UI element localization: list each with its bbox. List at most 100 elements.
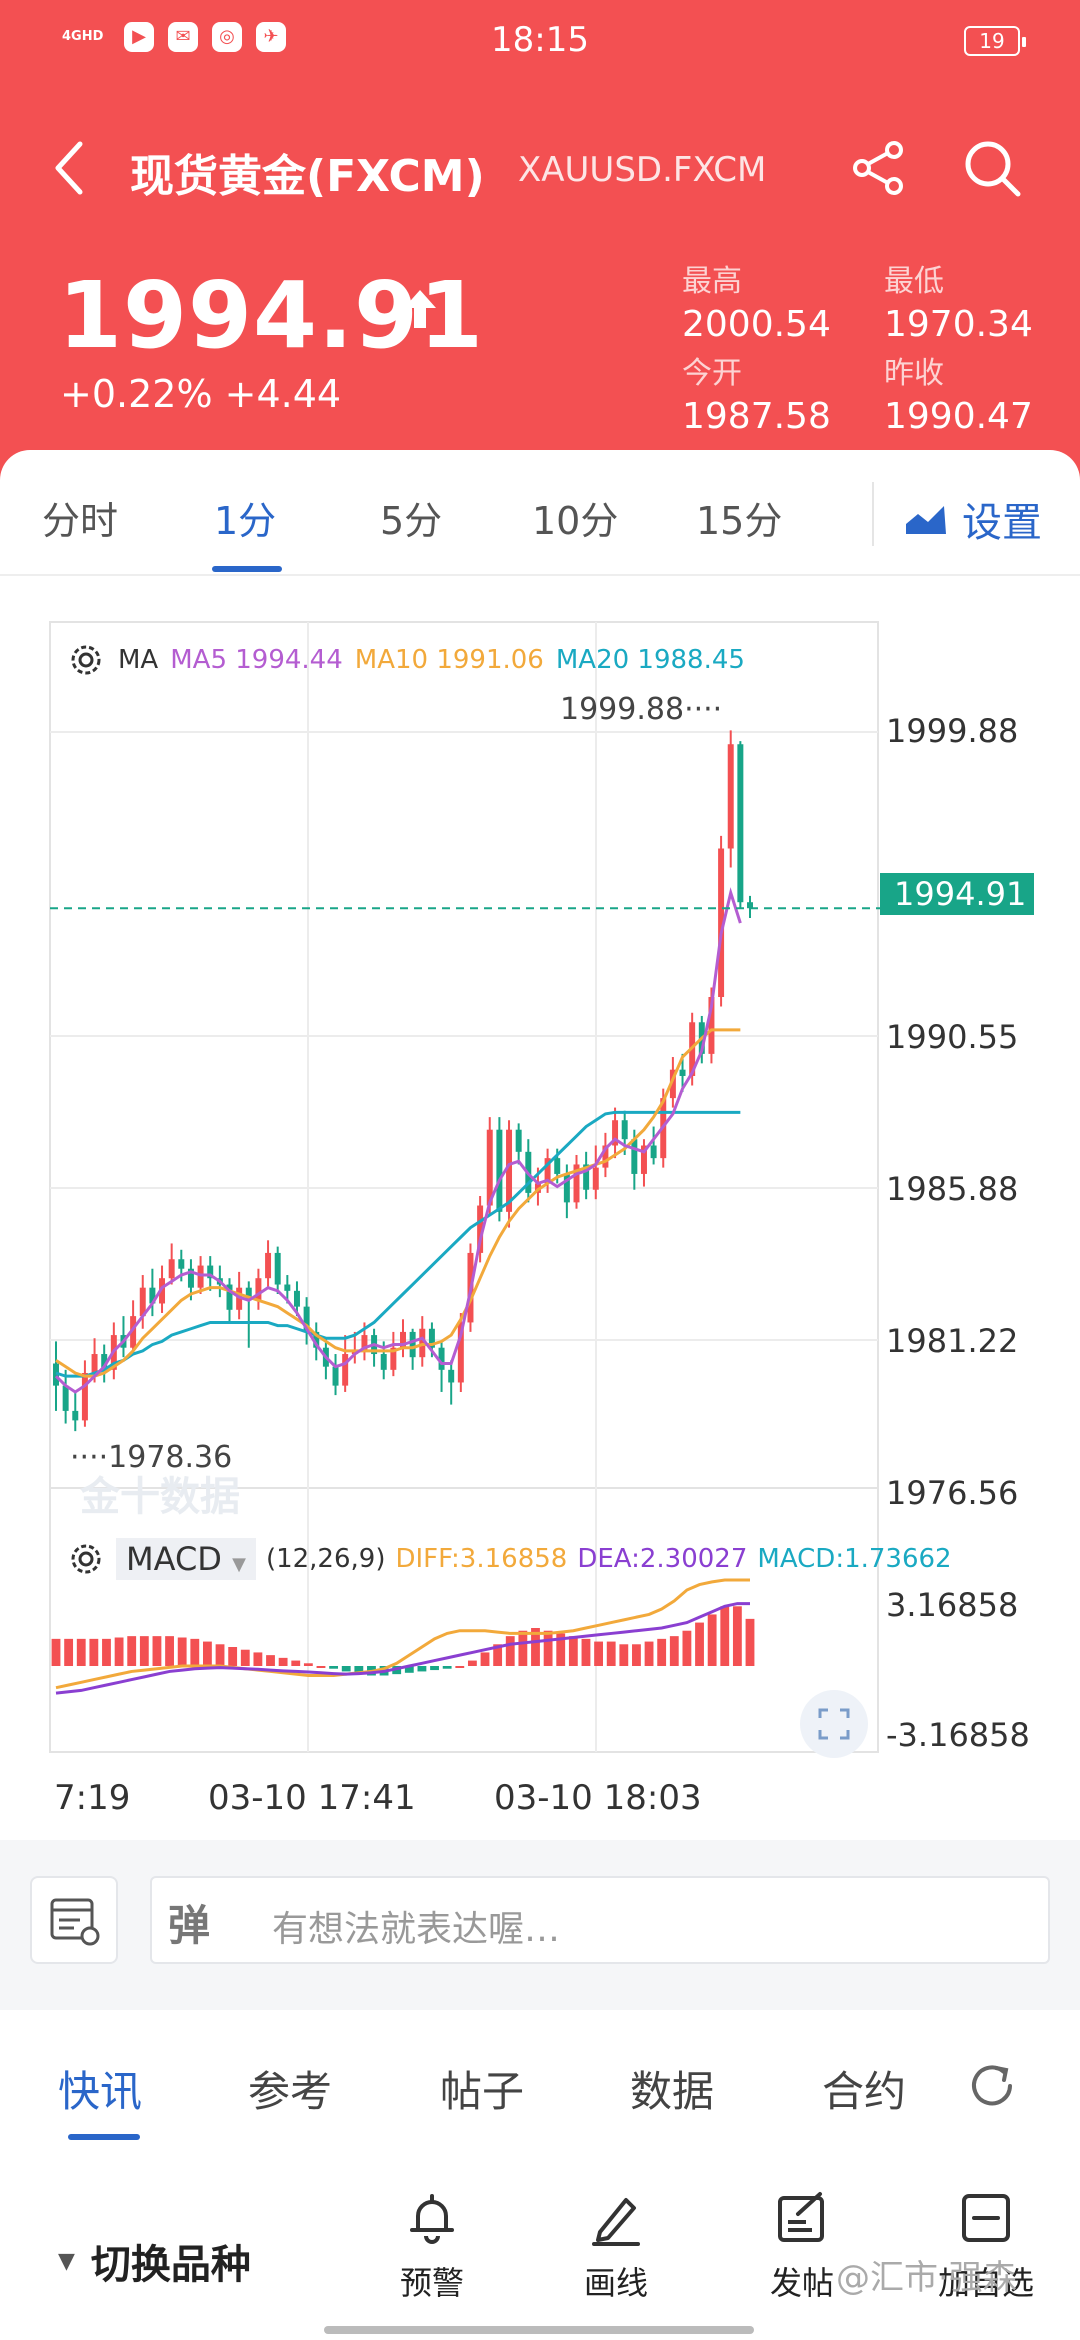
tab-1min[interactable]: 1分: [214, 499, 277, 543]
symbol-code: XAUUSD.FXCM: [518, 150, 767, 190]
battery-icon: 19: [964, 26, 1026, 56]
ma5-label: MA5 1994.44: [170, 645, 343, 675]
dea-label: DEA:2.30027: [577, 1544, 748, 1574]
caret-down-icon: ▼: [58, 2248, 75, 2274]
high-marker: 1999.88····: [560, 692, 723, 727]
macd-y-tick: -3.16858: [886, 1716, 1030, 1754]
macd-params: (12,26,9): [265, 1544, 386, 1574]
stat-label: 今开: [682, 356, 742, 391]
stat-value: 1990.47: [884, 396, 1033, 437]
chart-settings-icon: [906, 506, 946, 534]
gear-icon[interactable]: [66, 640, 106, 680]
ma-legend: MA MA5 1994.44 MA10 1991.06 MA20 1988.45: [66, 640, 745, 680]
stat-label: 昨收: [884, 356, 944, 391]
stat-high: 最高 2000.54: [682, 256, 831, 345]
tab-contract[interactable]: 合约: [822, 2067, 907, 2116]
weibo-notification-icon: ◎: [212, 22, 242, 52]
ma20-label: MA20 1988.45: [555, 645, 745, 675]
add-watchlist-label: 加自选: [937, 2264, 1034, 2302]
network-indicator: 4GHD: [62, 29, 104, 44]
settings-button[interactable]: 设置: [904, 490, 1042, 548]
minus-square-icon: [962, 2194, 1010, 2242]
add-watchlist-button[interactable]: 加自选: [926, 2188, 1046, 2304]
tab-divider: [872, 482, 874, 546]
stat-open: 今开 1987.58: [682, 348, 831, 437]
expand-icon: [818, 1708, 850, 1740]
indicator-select-value: MACD: [126, 1540, 222, 1578]
gear-icon[interactable]: [66, 1539, 106, 1579]
alert-label: 预警: [399, 2264, 464, 2302]
low-marker-value: 1978.36: [108, 1440, 233, 1475]
home-indicator: [324, 2326, 754, 2334]
active-tab-indicator: [212, 566, 282, 572]
refresh-icon[interactable]: [964, 2058, 1020, 2114]
x-tick: 03-10 18:03: [494, 1778, 702, 1818]
switch-label: 切换品种: [90, 2242, 251, 2288]
x-tick: 7:19: [54, 1778, 131, 1818]
back-arrow-icon[interactable]: [52, 138, 86, 198]
ma10-label: MA10 1991.06: [354, 645, 544, 675]
pencil-icon: [592, 2198, 640, 2246]
notes-button[interactable]: [30, 1876, 118, 1964]
notes-icon: [50, 1898, 100, 1946]
stat-prev-close: 昨收 1990.47: [884, 348, 1033, 437]
comment-bar: 弹 有想法就表达喔…: [0, 1840, 1080, 2010]
search-icon[interactable]: [960, 136, 1024, 200]
message-notification-icon: ✉: [168, 22, 198, 52]
comment-input[interactable]: 弹 有想法就表达喔…: [150, 1876, 1050, 1964]
tab-5min[interactable]: 5分: [380, 499, 443, 543]
indicator-select[interactable]: MACD ▼: [116, 1538, 256, 1580]
y-tick: 1990.55: [886, 1018, 1019, 1056]
tab-15min[interactable]: 15分: [696, 499, 783, 543]
post-button[interactable]: 发帖: [742, 2188, 862, 2304]
tab-posts[interactable]: 帖子: [440, 2067, 525, 2116]
period-tabs: 分时 1分 5分 10分 15分 设置: [0, 450, 1080, 576]
fullscreen-button[interactable]: [800, 1690, 868, 1758]
y-tick: 1999.88: [886, 712, 1019, 750]
status-time: 18:15: [491, 20, 589, 60]
alert-button[interactable]: 预警: [372, 2188, 492, 2304]
settings-label: 设置: [962, 500, 1042, 546]
page-title: 现货黄金(FXCM): [130, 151, 485, 202]
draw-line-button[interactable]: 画线: [556, 2188, 676, 2304]
post-label: 发帖: [769, 2264, 834, 2302]
stat-value: 1987.58: [682, 396, 831, 437]
app-notification-icon: ▶: [124, 22, 154, 52]
current-price: 1994.91: [58, 262, 485, 369]
macd-legend: MACD ▼ (12,26,9) DIFF:3.16858 DEA:2.3002…: [66, 1538, 952, 1580]
compass-notification-icon: ✈: [256, 22, 286, 52]
bell-icon: [410, 2194, 454, 2244]
stat-value: 1970.34: [884, 304, 1033, 345]
caret-down-icon: ▼: [232, 1554, 246, 1575]
current-price-tag: 1994.91: [880, 873, 1034, 915]
y-tick: 1976.56: [886, 1474, 1019, 1512]
edit-post-icon: [778, 2192, 824, 2242]
high-marker-value: 1999.88: [560, 692, 685, 727]
price-change: +0.22% +4.44: [60, 372, 342, 416]
stat-label: 最低: [884, 264, 944, 299]
header: 4GHD ▶ ✉ ◎ ✈ 18:15 19 现货黄金(FXCM) XAUUSD.…: [0, 0, 1080, 480]
draw-line-label: 画线: [583, 2264, 648, 2302]
tab-timeshare[interactable]: 分时: [42, 499, 119, 543]
share-icon[interactable]: [850, 140, 906, 196]
low-marker: ····1978.36: [70, 1440, 233, 1475]
stat-low: 最低 1970.34: [884, 256, 1033, 345]
y-tick: 1981.22: [886, 1322, 1019, 1360]
stat-value: 2000.54: [682, 304, 831, 345]
active-bottom-tab-indicator: [68, 2134, 140, 2140]
avatar: 弹: [168, 1901, 211, 1950]
status-bar: 4GHD ▶ ✉ ◎ ✈ 18:15 19: [0, 0, 1080, 80]
bottom-toolbar: ▼ 切换品种 预警 画线 发帖 加自选 @汇市·强森: [0, 2150, 1080, 2340]
tab-reference[interactable]: 参考: [248, 2067, 333, 2116]
tab-10min[interactable]: 10分: [532, 499, 619, 543]
comment-placeholder: 有想法就表达喔…: [272, 1909, 561, 1950]
y-tick: 1985.88: [886, 1170, 1019, 1208]
ma-label: MA: [118, 645, 159, 675]
x-tick: 03-10 17:41: [208, 1778, 416, 1818]
tab-news[interactable]: 快讯: [58, 2067, 143, 2116]
diff-label: DIFF:3.16858: [395, 1544, 568, 1574]
macd-value-label: MACD:1.73662: [757, 1544, 952, 1574]
switch-instrument-button[interactable]: ▼ 切换品种: [58, 2232, 251, 2290]
tab-data[interactable]: 数据: [630, 2067, 715, 2116]
source-watermark: @汇市·强森: [836, 2258, 1017, 2298]
